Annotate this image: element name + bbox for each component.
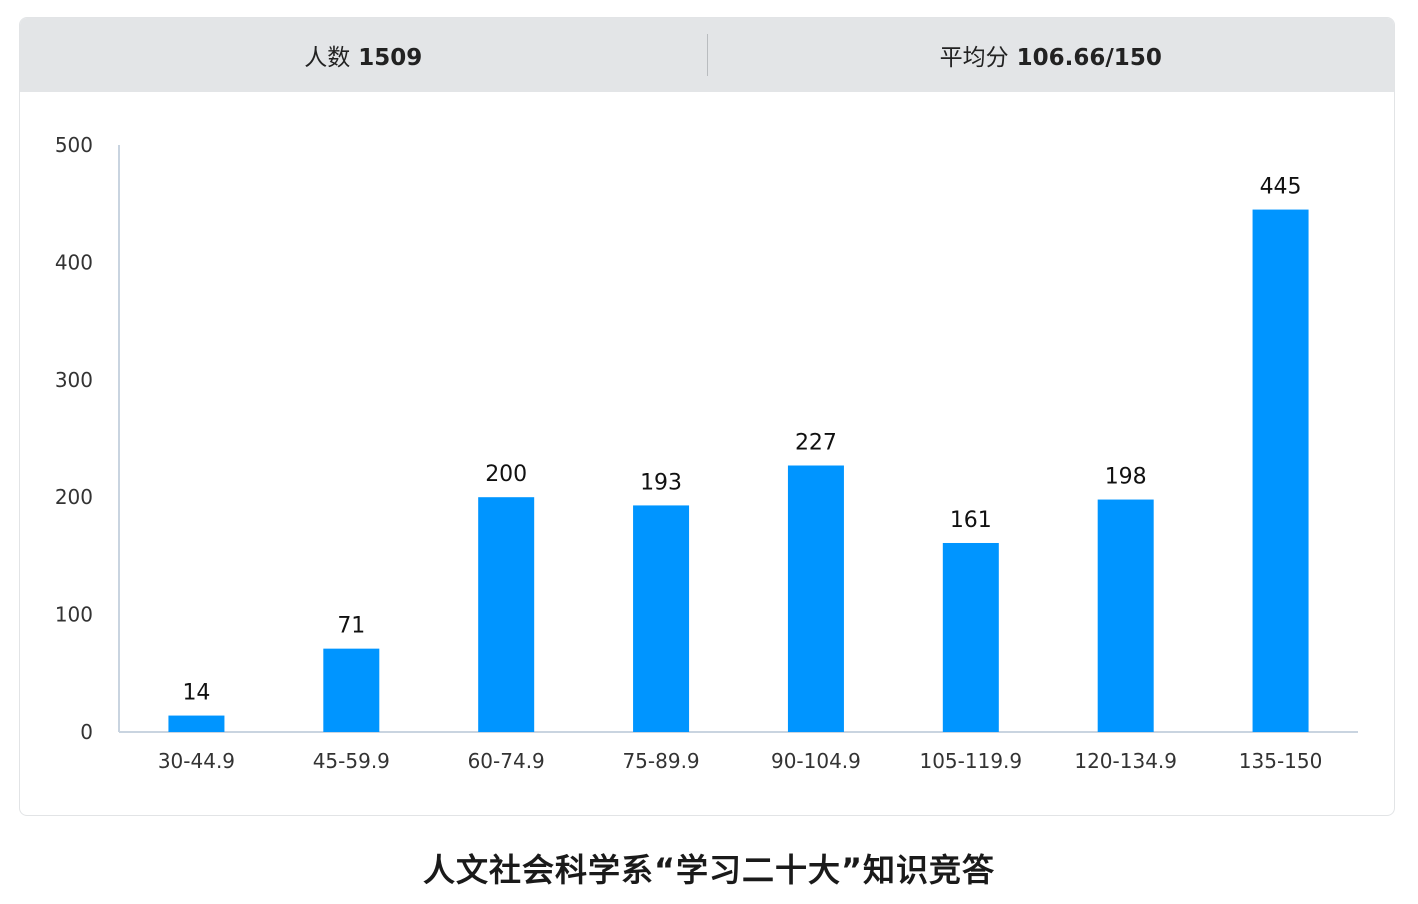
bar (633, 505, 690, 732)
average-score-value: 106.66/150 (1016, 45, 1162, 71)
stats-bar: 人数 1509 平均分 106.66/150 (20, 18, 1394, 92)
participant-count-value: 1509 (358, 45, 423, 71)
x-tick-label: 75-89.9 (622, 749, 699, 773)
chart-card: 人数 1509 平均分 106.66/150 (19, 17, 1395, 816)
data-label: 193 (640, 470, 682, 495)
x-tick-label: 135-150 (1239, 749, 1323, 773)
x-tick-label: 60-74.9 (468, 749, 545, 773)
bar (787, 465, 844, 732)
bar (323, 648, 380, 732)
y-tick-label: 300 (55, 368, 93, 392)
y-tick-label: 400 (55, 250, 93, 274)
x-tick-label: 105-119.9 (919, 749, 1022, 773)
data-label: 227 (795, 431, 837, 456)
data-label: 71 (337, 614, 365, 639)
participant-count-stat: 人数 1509 (20, 38, 707, 72)
participant-count-label: 人数 (304, 45, 351, 71)
data-label: 200 (485, 462, 527, 487)
stats-divider (706, 34, 708, 76)
data-label: 198 (1105, 465, 1147, 490)
average-score-stat: 平均分 106.66/150 (708, 38, 1395, 72)
page-title: 人文社会科学系“学习二十大”知识竞答 (422, 851, 996, 889)
bar (478, 497, 535, 732)
data-label: 161 (950, 508, 992, 533)
x-tick-label: 30-44.9 (158, 749, 235, 773)
bar (168, 715, 225, 732)
score-distribution-bar-chart: 0 100 200 300 400 500 14 30-44.9 71 45-59.9 200 60-… (55, 133, 1358, 773)
x-tick-label: 45-59.9 (313, 749, 390, 773)
y-tick-label: 100 (55, 603, 93, 627)
bar (1097, 499, 1154, 732)
x-tick-label: 90-104.9 (771, 749, 861, 773)
x-tick-label: 120-134.9 (1074, 749, 1177, 773)
y-tick-label: 500 (55, 133, 93, 157)
bar (942, 542, 999, 732)
data-label: 445 (1260, 175, 1302, 200)
y-tick-label: 0 (80, 720, 93, 744)
y-tick-label: 200 (55, 485, 93, 509)
data-label: 14 (182, 681, 210, 706)
bar (1252, 209, 1309, 732)
average-score-label: 平均分 (939, 45, 1009, 71)
